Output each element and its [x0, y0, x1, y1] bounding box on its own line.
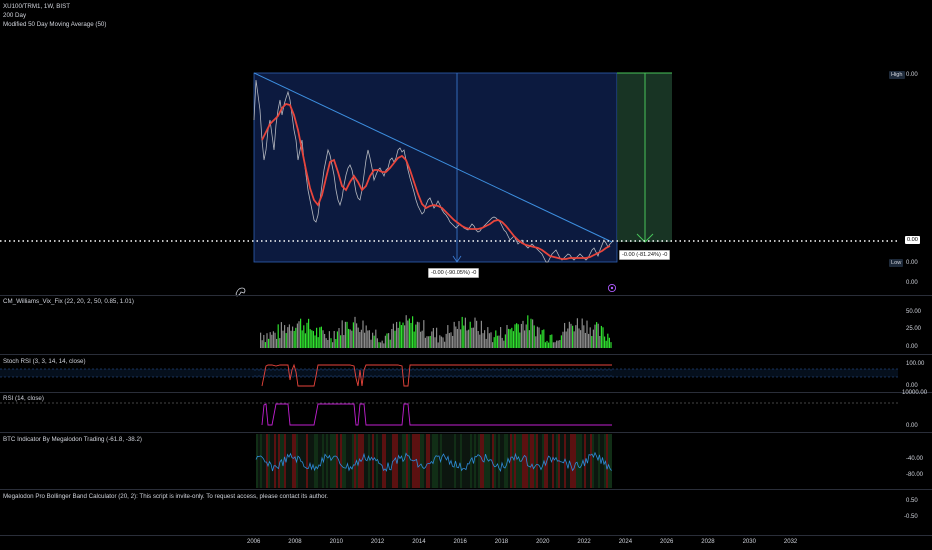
pane-separator[interactable]: [0, 354, 932, 355]
pane-separator[interactable]: [0, 392, 932, 393]
time-axis-label: 2028: [701, 539, 715, 545]
time-axis-label: 2006: [247, 539, 261, 545]
williams-tick: 0.00: [906, 344, 918, 350]
pane-separator[interactable]: [0, 489, 932, 490]
low-value: 0.00: [906, 260, 918, 266]
moving-average-series[interactable]: [261, 103, 611, 260]
indicator-modified-ma[interactable]: Modified 50 Day Moving Average (50): [3, 21, 107, 28]
williams-vix-bars: [260, 315, 612, 348]
pane-separator[interactable]: [0, 432, 932, 433]
btc-tick: -40.00: [906, 456, 924, 462]
stoch-rsi-line: [261, 363, 612, 387]
williams-tick: 25.00: [906, 326, 922, 332]
time-axis[interactable]: 2006 2008 2010 2012 2014 2016 2018 2020 2022 2024…: [0, 538, 932, 550]
time-axis-label: 2024: [618, 539, 633, 545]
pane-separator[interactable]: [0, 295, 932, 296]
pane-title-bb[interactable]: Megalodon Pro Bollinger Band Calculator …: [3, 493, 329, 500]
measure-label-right[interactable]: -0.00 (-81.24%) -0: [619, 250, 671, 260]
pane-title-stoch[interactable]: Stoch RSI (3, 3, 14, 14, close): [3, 358, 86, 365]
pane-title-btc[interactable]: BTC Indicator By Megalodon Trading (-61.…: [3, 436, 142, 443]
time-axis-label: 2026: [660, 539, 674, 545]
bb-tick: -0.50: [904, 514, 918, 520]
time-axis-label: 2016: [453, 539, 467, 545]
time-axis-label: 2020: [536, 539, 550, 545]
time-axis-label: 2008: [288, 539, 302, 545]
time-axis-label: 2010: [329, 539, 343, 545]
pane-title-rsi[interactable]: RSI (14, close): [3, 395, 44, 402]
rsi-line: [261, 403, 612, 426]
time-axis-label: 2012: [370, 539, 385, 545]
pane-title-williams[interactable]: CM_Williams_Vix_Fix (22, 20, 2, 50, 0.85…: [3, 298, 134, 305]
rsi-tick: 0.00: [906, 423, 918, 429]
time-axis-label: 2018: [494, 539, 509, 545]
pane-separator[interactable]: [0, 535, 932, 536]
symbol-title[interactable]: XU100/TRM1, 1W, BIST: [3, 3, 71, 10]
price-axis-bottom: 0.00: [906, 280, 918, 286]
high-tag: High: [889, 71, 905, 79]
dino-marker-icon[interactable]: [235, 287, 246, 297]
stoch-tick: 0.00: [906, 383, 918, 389]
rsi-tick: 10000.00: [902, 390, 928, 396]
event-marker-icon[interactable]: [607, 283, 617, 293]
time-axis-label: 2022: [577, 539, 591, 545]
measure-box-blue[interactable]: [253, 72, 618, 263]
btc-tick: -80.00: [906, 472, 924, 478]
williams-tick: 50.00: [906, 309, 922, 315]
current-price-tag: 0.00: [905, 236, 920, 244]
time-axis-label: 2032: [783, 539, 798, 545]
time-axis-label: 2030: [742, 539, 756, 545]
measure-label-left[interactable]: -0.00 (-90.05%) -0: [428, 268, 480, 278]
high-value: 0.00: [906, 72, 918, 78]
bb-tick: 0.50: [906, 498, 918, 504]
btc-indicator-line: [255, 451, 612, 473]
low-tag: Low: [889, 259, 904, 267]
trend-line[interactable]: [253, 72, 613, 243]
indicator-200-day[interactable]: 200 Day: [3, 12, 27, 19]
stoch-tick: 100.00: [906, 361, 925, 367]
time-axis-label: 2014: [412, 539, 426, 545]
